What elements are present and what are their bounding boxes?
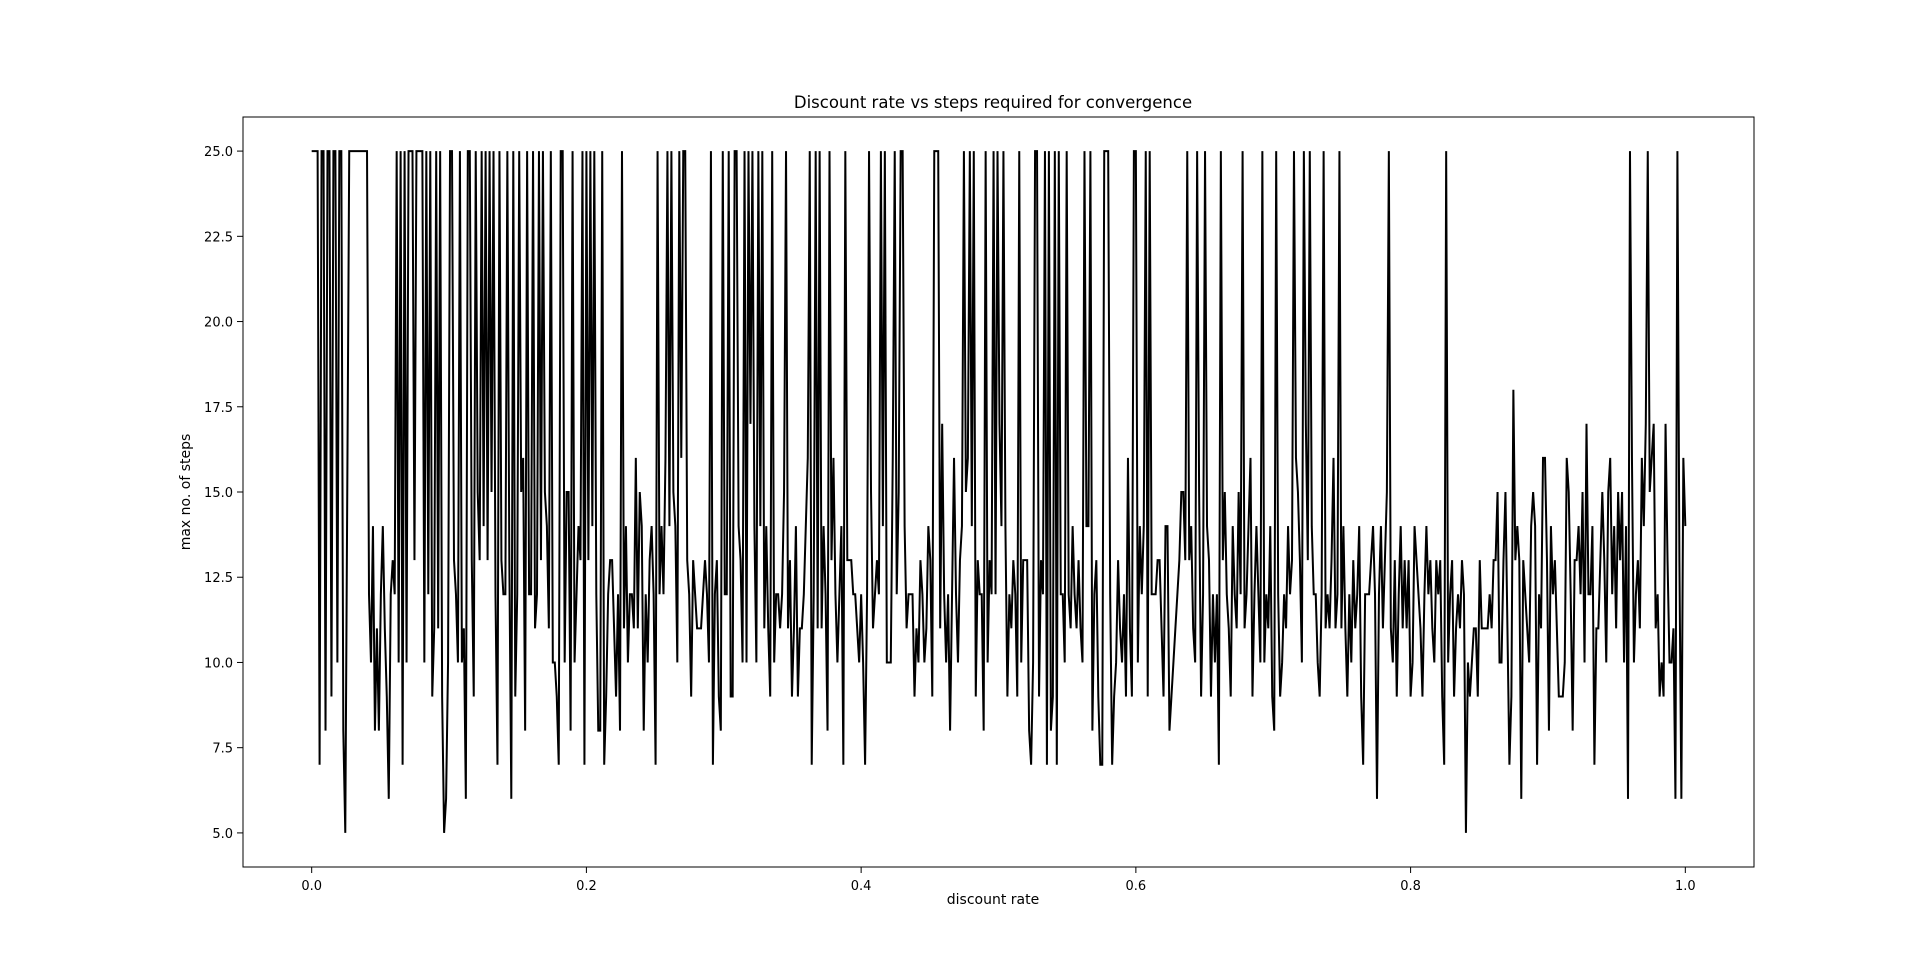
chart-title: Discount rate vs steps required for conv… <box>794 93 1192 112</box>
plot-area <box>242 116 1755 868</box>
x-axis: 0.0 0.2 0.4 0.6 0.8 1.0 <box>301 867 1696 894</box>
y-tick-label: 7.5 <box>212 742 233 757</box>
y-tick-label: 17.5 <box>204 401 233 416</box>
x-tick-label: 0.8 <box>1400 879 1421 894</box>
y-tick-label: 5.0 <box>212 827 233 842</box>
x-tick-label: 0.6 <box>1126 879 1147 894</box>
x-tick-label: 0.0 <box>301 879 322 894</box>
x-tick-label: 0.2 <box>576 879 597 894</box>
y-tick-label: 15.0 <box>204 486 233 501</box>
y-tick-label: 22.5 <box>204 230 233 245</box>
x-tick-label: 0.4 <box>851 879 872 894</box>
y-tick-label: 25.0 <box>204 145 233 160</box>
series-line <box>311 150 1687 833</box>
y-axis: 5.0 7.5 10.0 12.5 15.0 17.5 20.0 22.5 25.0 <box>204 145 243 842</box>
y-tick-label: 12.5 <box>204 571 233 586</box>
x-tick-label: 1.0 <box>1675 879 1696 894</box>
x-axis-label: discount rate <box>947 892 1039 908</box>
y-axis-label: max no. of steps <box>178 434 194 551</box>
y-tick-label: 20.0 <box>204 316 233 331</box>
y-tick-label: 10.0 <box>204 656 233 671</box>
